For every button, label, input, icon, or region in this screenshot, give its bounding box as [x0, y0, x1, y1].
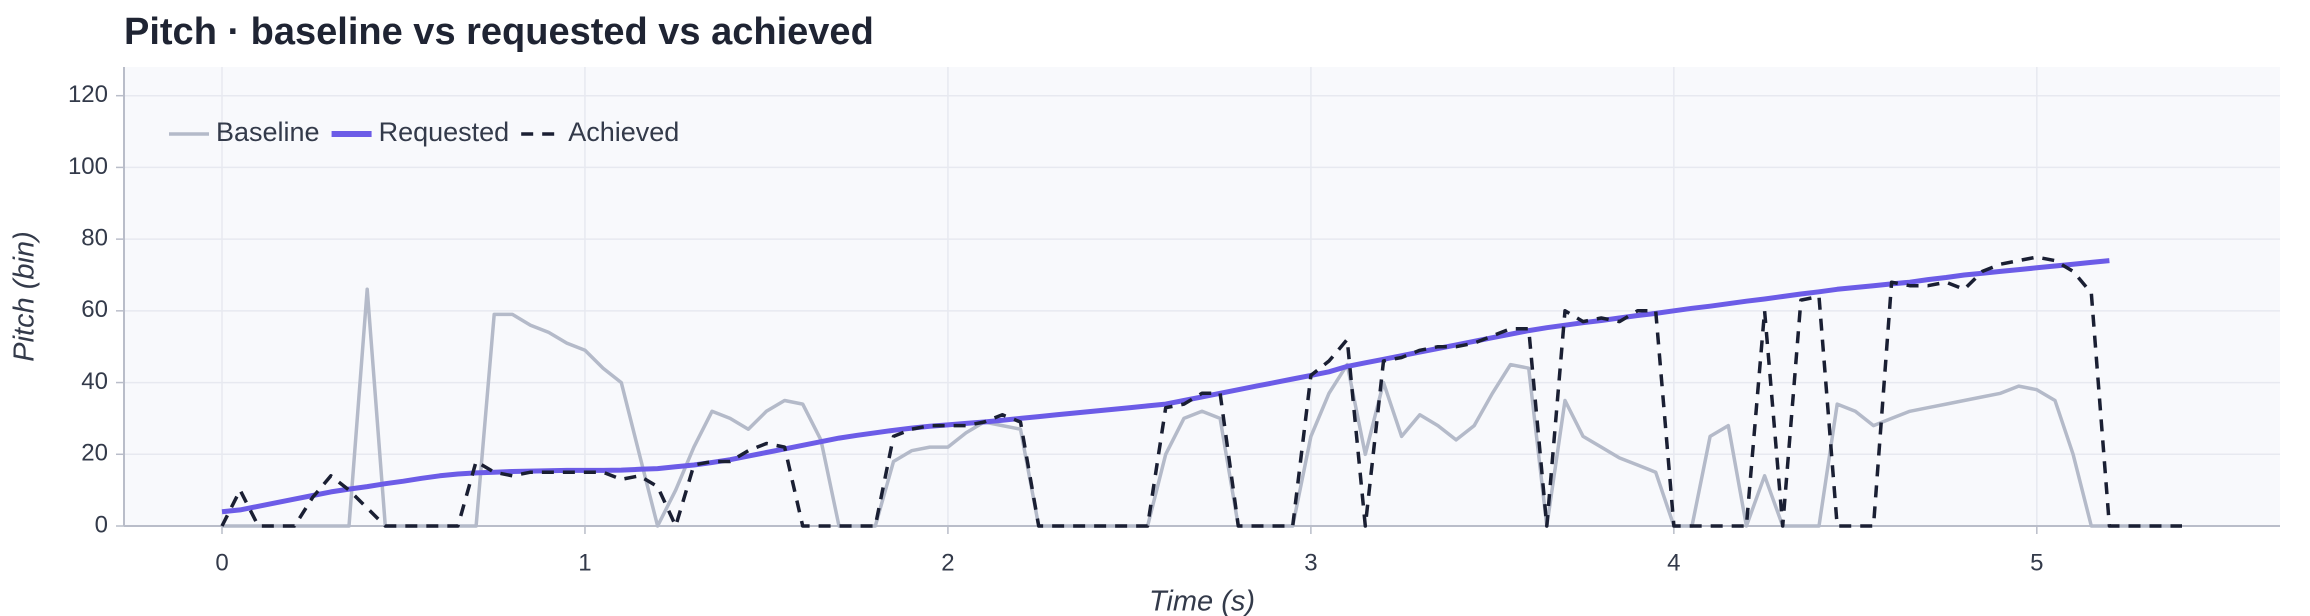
x-tick-label: 5	[2030, 549, 2043, 576]
series-line	[220, 255, 2182, 528]
y-tick-label: 40	[81, 368, 108, 395]
series-line	[221, 258, 2110, 515]
legend: Baseline Requested Achieved	[169, 117, 679, 147]
y-tick-label: 120	[68, 81, 108, 108]
series-line	[222, 287, 2182, 528]
x-tick-label: 2	[941, 549, 954, 576]
y-axis-title: Pitch (bin)	[9, 231, 41, 362]
x-axis-title: Time (s)	[1149, 586, 1255, 616]
chart-title: Pitch · baseline vs requested vs achieve…	[124, 11, 874, 53]
x-tick-label: 0	[215, 549, 228, 576]
y-tick-label: 100	[68, 153, 108, 180]
x-tick-label: 4	[1667, 549, 1680, 576]
legend-label: Requested	[379, 117, 510, 147]
y-tick-label: 20	[81, 440, 108, 467]
x-tick-label: 3	[1304, 549, 1317, 576]
y-tick-label: 80	[81, 224, 108, 251]
legend-label: Achieved	[568, 117, 679, 147]
x-tick-label: 1	[578, 549, 591, 576]
y-tick-label: 0	[95, 511, 108, 538]
y-tick-label: 60	[81, 296, 108, 323]
legend-label: Baseline	[216, 117, 320, 147]
